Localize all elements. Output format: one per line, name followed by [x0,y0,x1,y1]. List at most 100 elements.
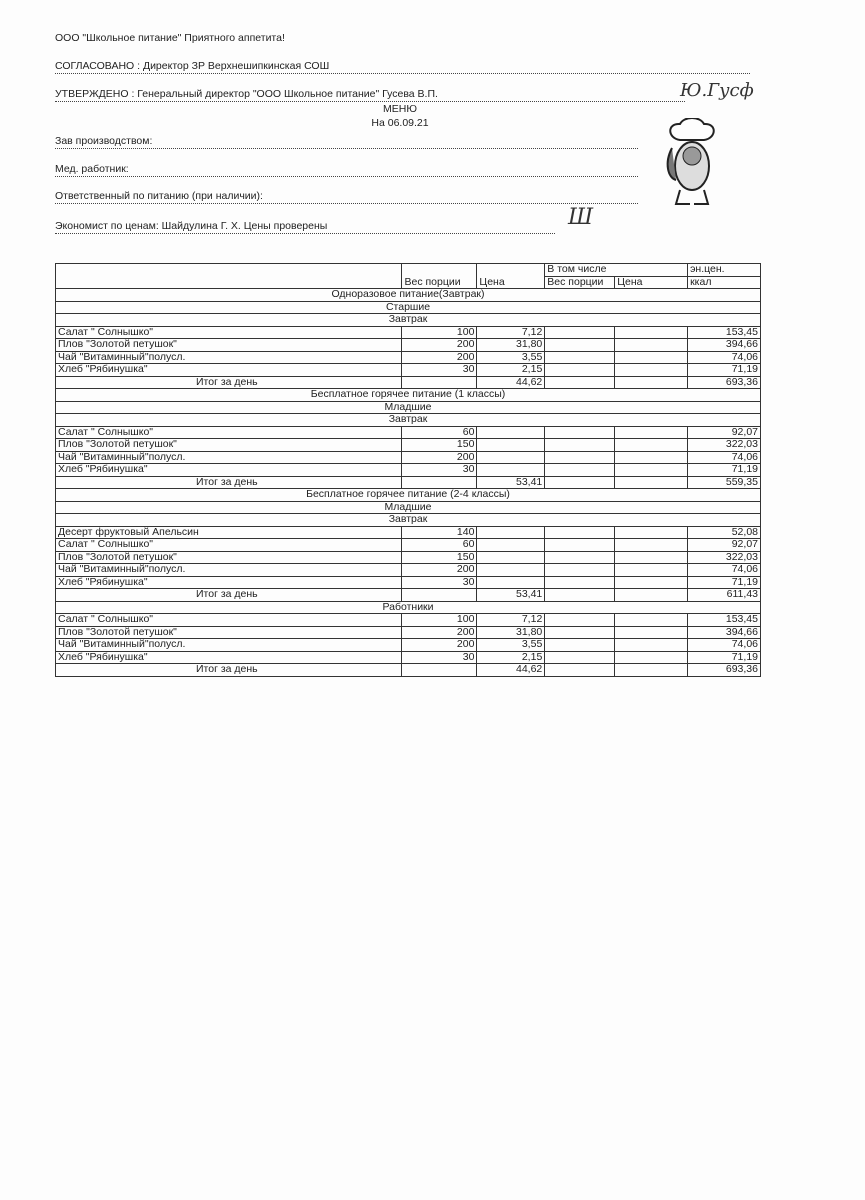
inc-weight-cell [544,613,616,627]
dish-name: Плов "Золотой петушок" [54,338,403,352]
inc-price-cell [614,463,689,477]
kcal-cell: 74,06 [687,450,761,464]
total-row: Итог за день 44,62 693,36 [54,663,761,677]
inc-weight-cell [544,638,616,652]
chef-logo-icon [666,118,715,205]
table-row: Салат " Солнышко" 100 7,12 153,45 [54,613,761,627]
price-cell: 44,62 [476,375,546,389]
dish-name: Хлеб "Рябинушка" [54,363,403,377]
inc-price-cell [614,663,689,677]
section-row: Одноразовое питание(Завтрак) [55,288,761,302]
kcal-cell: 92,07 [687,538,761,552]
inc-weight-cell [544,363,616,377]
price-cell: 2,15 [476,650,546,664]
inc-weight-cell [544,463,616,477]
table-header-row: Вес порции Цена ккал [56,275,761,289]
dish-name: Салат " Солнышко" [54,325,403,339]
kcal-cell: 74,06 [687,350,761,364]
inc-weight-cell [544,563,616,577]
weight-cell [401,375,478,389]
dish-name: Плов "Золотой петушок" [54,625,403,639]
section-row: Работники [55,600,761,614]
header-name [54,263,403,289]
table-row: Салат " Солнышко" 60 92,07 [54,538,761,552]
weight-cell: 200 [401,338,478,352]
section-title: Бесплатное горячее питание (1 классы) [55,388,761,402]
weight-cell: 150 [401,438,478,452]
inc-price-cell [614,538,689,552]
inc-weight-cell [544,338,616,352]
weight-cell: 30 [401,463,478,477]
inc-price-cell [614,638,689,652]
dish-name: Итог за день [54,588,403,602]
signature: Ю.Гусф [680,80,754,101]
inc-weight-cell [544,350,616,364]
kcal-cell: 71,19 [687,463,761,477]
price-cell [476,538,546,552]
inc-price-cell [614,575,689,589]
price-cell: 31,80 [476,338,546,352]
kcal-cell: 611,43 [687,588,761,602]
inc-price-cell [614,563,689,577]
weight-cell: 200 [401,638,478,652]
table-row: Салат " Солнышко" 60 92,07 [54,425,761,439]
inc-price-cell [614,625,689,639]
price-cell [476,438,546,452]
inc-price-cell [614,375,689,389]
price-cell [476,575,546,589]
table-row: Хлеб "Рябинушка" 30 2,15 71,19 [54,650,761,664]
dotted-line [55,148,638,149]
section-title: Работники [55,600,761,614]
price-cell [476,463,546,477]
weight-cell: 60 [401,538,478,552]
section-row: Старшие [55,300,761,314]
responsible-line: Ответственный по питанию (при наличии): [55,190,263,202]
total-row: Итог за день 44,62 693,36 [54,375,761,389]
dish-name: Чай "Витаминный"полусл. [54,638,403,652]
inc-weight-cell [544,588,616,602]
dish-name: Салат " Солнышко" [54,538,403,552]
price-cell: 2,15 [476,363,546,377]
kcal-cell: 322,03 [687,438,761,452]
table-row: Плов "Золотой петушок" 150 322,03 [54,438,761,452]
total-row: Итог за день 53,41 559,35 [54,475,761,489]
weight-cell: 200 [401,625,478,639]
dish-name: Салат " Солнышко" [54,613,403,627]
document-title: МЕНЮ [383,103,417,115]
dish-name: Плов "Золотой петушок" [54,438,403,452]
header-price: Цена [476,263,546,289]
section-row: Завтрак [55,313,761,327]
section-title: Старшие [55,300,761,314]
inc-price-cell [614,588,689,602]
price-cell: 3,55 [476,350,546,364]
inc-weight-cell [544,575,616,589]
section-row: Завтрак [55,413,761,427]
inc-price-cell [614,650,689,664]
section-title: Младшие [55,400,761,414]
inc-price-cell [614,525,689,539]
weight-cell: 100 [401,613,478,627]
inc-weight-cell [544,538,616,552]
inc-price-cell [614,363,689,377]
inc-weight-cell [544,450,616,464]
inc-weight-cell [544,438,616,452]
kcal-cell: 71,19 [687,650,761,664]
dotted-line [55,73,750,74]
production-line: Зав производством: [55,135,153,147]
table-row: Хлеб "Рябинушка" 30 71,19 [54,463,761,477]
table-row: Чай "Витаминный"полусл. 200 3,55 74,06 [54,350,761,364]
kcal-cell: 153,45 [687,613,761,627]
price-cell: 7,12 [476,325,546,339]
weight-cell [401,475,478,489]
header-weight: Вес порции [401,263,478,289]
kcal-cell: 52,08 [687,525,761,539]
kcal-cell: 559,35 [687,475,761,489]
economist-line: Экономист по ценам: Шайдулина Г. Х. Цены… [55,220,328,232]
inc-weight-cell [544,663,616,677]
dotted-line [55,101,685,102]
price-cell [476,425,546,439]
weight-cell: 200 [401,450,478,464]
inc-price-cell [614,450,689,464]
inc-price-cell [614,338,689,352]
section-row: Младшие [55,400,761,414]
